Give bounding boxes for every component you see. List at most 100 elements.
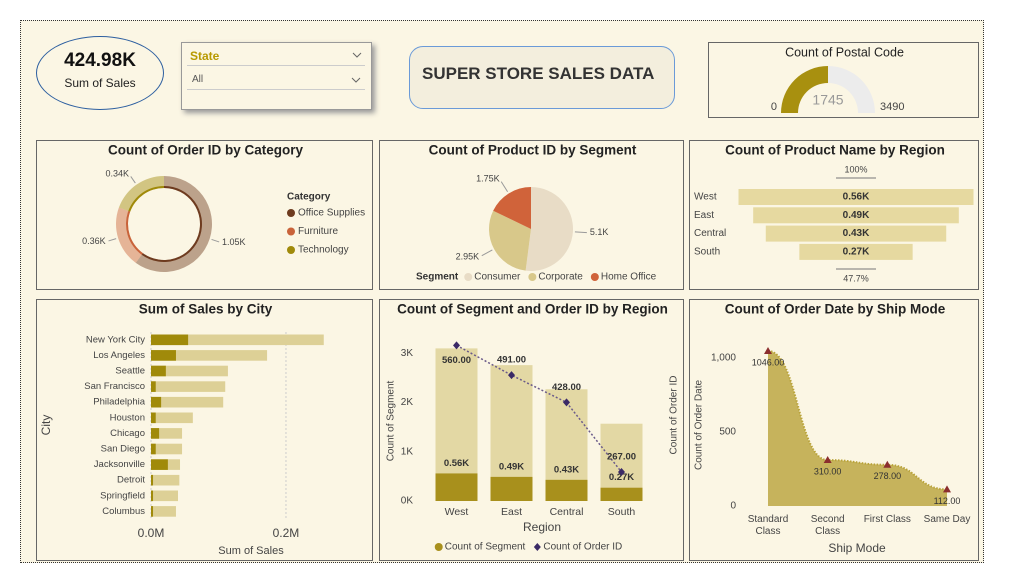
pie-slice xyxy=(493,187,531,229)
legend-label: Technology xyxy=(298,245,349,256)
legend-label: Count of Order ID xyxy=(543,542,622,553)
funnel-bar xyxy=(799,243,913,260)
bar xyxy=(151,443,183,455)
dashboard-title: SUPER STORE SALES DATA xyxy=(422,64,655,83)
line-marker xyxy=(508,371,515,380)
bar xyxy=(151,365,228,377)
chart: Count of Order ID by Category 1.05K 0.36K 0… xyxy=(82,143,365,272)
gauge-min: 0 xyxy=(771,101,777,113)
bar xyxy=(151,396,162,408)
kpi-card: 424.98K Sum of Sales xyxy=(36,36,164,110)
slicer-selected: All xyxy=(192,74,204,85)
y-axis-label: Count of Segment xyxy=(386,380,397,461)
slicer-label: State xyxy=(190,49,220,63)
data-label: 112.00 xyxy=(934,496,961,506)
x-tick-label: 0.0M xyxy=(138,526,165,540)
gauge-value-label: 1745 xyxy=(812,92,843,108)
data-label: 0.56K xyxy=(444,458,469,469)
leader-line xyxy=(211,238,220,243)
y-axis-label: City xyxy=(39,415,53,436)
data-label: 428.00 xyxy=(552,382,581,393)
y-tick-label: San Diego xyxy=(101,444,145,455)
data-label: 1046.00 xyxy=(752,357,785,367)
legend-marker xyxy=(287,227,295,236)
data-label: 0.49K xyxy=(843,210,870,221)
chart-title: Count of Product Name by Region xyxy=(725,143,945,158)
bar xyxy=(151,459,168,470)
data-label: 310.00 xyxy=(814,466,842,476)
data-label: 0.27K xyxy=(843,247,870,258)
legend-marker xyxy=(533,543,541,551)
legend-label: Consumer xyxy=(474,272,521,283)
data-label: 560.00 xyxy=(442,355,471,366)
data-label: 0.36K xyxy=(82,236,106,246)
funnel-bar xyxy=(738,189,974,205)
bar xyxy=(490,476,533,501)
y-axis-label: Count of Order Date xyxy=(694,380,705,470)
bar xyxy=(151,350,268,361)
leader-line xyxy=(481,249,493,257)
area-marker xyxy=(943,485,951,493)
x-axis-label: Ship Mode xyxy=(828,541,886,555)
bar xyxy=(151,396,224,408)
bar xyxy=(151,334,324,346)
bar xyxy=(151,474,154,486)
bar xyxy=(151,381,226,392)
chart-panel: Count of Product ID by Segment 5.1K 2.95K 1… xyxy=(379,140,684,290)
funnel-bar xyxy=(753,207,959,224)
chevron xyxy=(351,77,361,83)
legend-marker xyxy=(464,273,473,281)
legend-label: Office Supplies xyxy=(298,208,365,219)
donut-slice-inner xyxy=(125,210,143,255)
data-label: 0.27K xyxy=(609,472,634,483)
bar xyxy=(151,334,189,346)
line xyxy=(456,344,623,473)
legend-label: Home Office xyxy=(601,272,657,283)
x-tick-label: Standard Class xyxy=(747,514,789,537)
chevron xyxy=(352,52,362,58)
chart-panel: Count of Segment and Order ID by Region 0… xyxy=(379,299,684,561)
kpi-label: Sum of Sales xyxy=(64,76,136,90)
category-label: South xyxy=(694,247,720,258)
y-tick-label: New York City xyxy=(86,334,145,345)
x-tick-label: First Class xyxy=(863,514,911,525)
chart-title: Count of Order ID by Category xyxy=(108,143,304,158)
y-tick-label: Jacksonville xyxy=(94,459,145,470)
x-tick-label: 0.2M xyxy=(273,526,300,540)
y-tick-label: 3K xyxy=(401,348,414,359)
pie-slice xyxy=(525,187,573,271)
gauge-value xyxy=(781,66,828,113)
bar xyxy=(151,350,176,361)
y-tick-label: San Francisco xyxy=(84,381,145,392)
title-box: SUPER STORE SALES DATA xyxy=(409,46,675,109)
chart-panel: Count of Order Date by Ship Mode 0 500 1,00… xyxy=(689,299,979,561)
state-slicer[interactable]: State All xyxy=(181,42,372,110)
bar xyxy=(151,428,160,439)
chart-title: Count of Segment and Order ID by Region xyxy=(397,302,668,317)
y-tick-label: Columbus xyxy=(102,506,145,517)
legend-title: Segment xyxy=(416,272,459,283)
gauge-max: 3490 xyxy=(880,101,904,113)
legend: Count of Segment Count of Order ID xyxy=(434,542,622,553)
y-tick-label: Los Angeles xyxy=(93,350,145,361)
chart: Count of Postal Code 0 3490 1745 xyxy=(771,45,904,113)
y-tick-label: 1,000 xyxy=(711,352,736,363)
bar xyxy=(435,473,478,501)
slicer-dropdown[interactable]: All xyxy=(187,71,365,90)
bar xyxy=(545,479,588,501)
y2-axis-label: Count of Order ID xyxy=(669,376,680,455)
data-label: 1.75K xyxy=(476,173,500,183)
data-label: 0.43K xyxy=(843,228,870,239)
data-label: 1.05K xyxy=(222,237,246,247)
leader-line xyxy=(574,231,587,234)
area-marker xyxy=(883,460,892,468)
y-tick-label: 0K xyxy=(401,496,414,507)
y-tick-label: 500 xyxy=(719,427,736,438)
category-label: East xyxy=(694,210,714,221)
x-tick-label: West xyxy=(445,506,469,518)
funnel-top-label: 100% xyxy=(844,164,867,174)
legend-marker xyxy=(528,273,537,281)
legend: Segment Consumer Corporate Home Office xyxy=(416,272,657,283)
chart-title: Count of Product ID by Segment xyxy=(429,143,637,158)
data-label: 2.95K xyxy=(456,251,480,261)
